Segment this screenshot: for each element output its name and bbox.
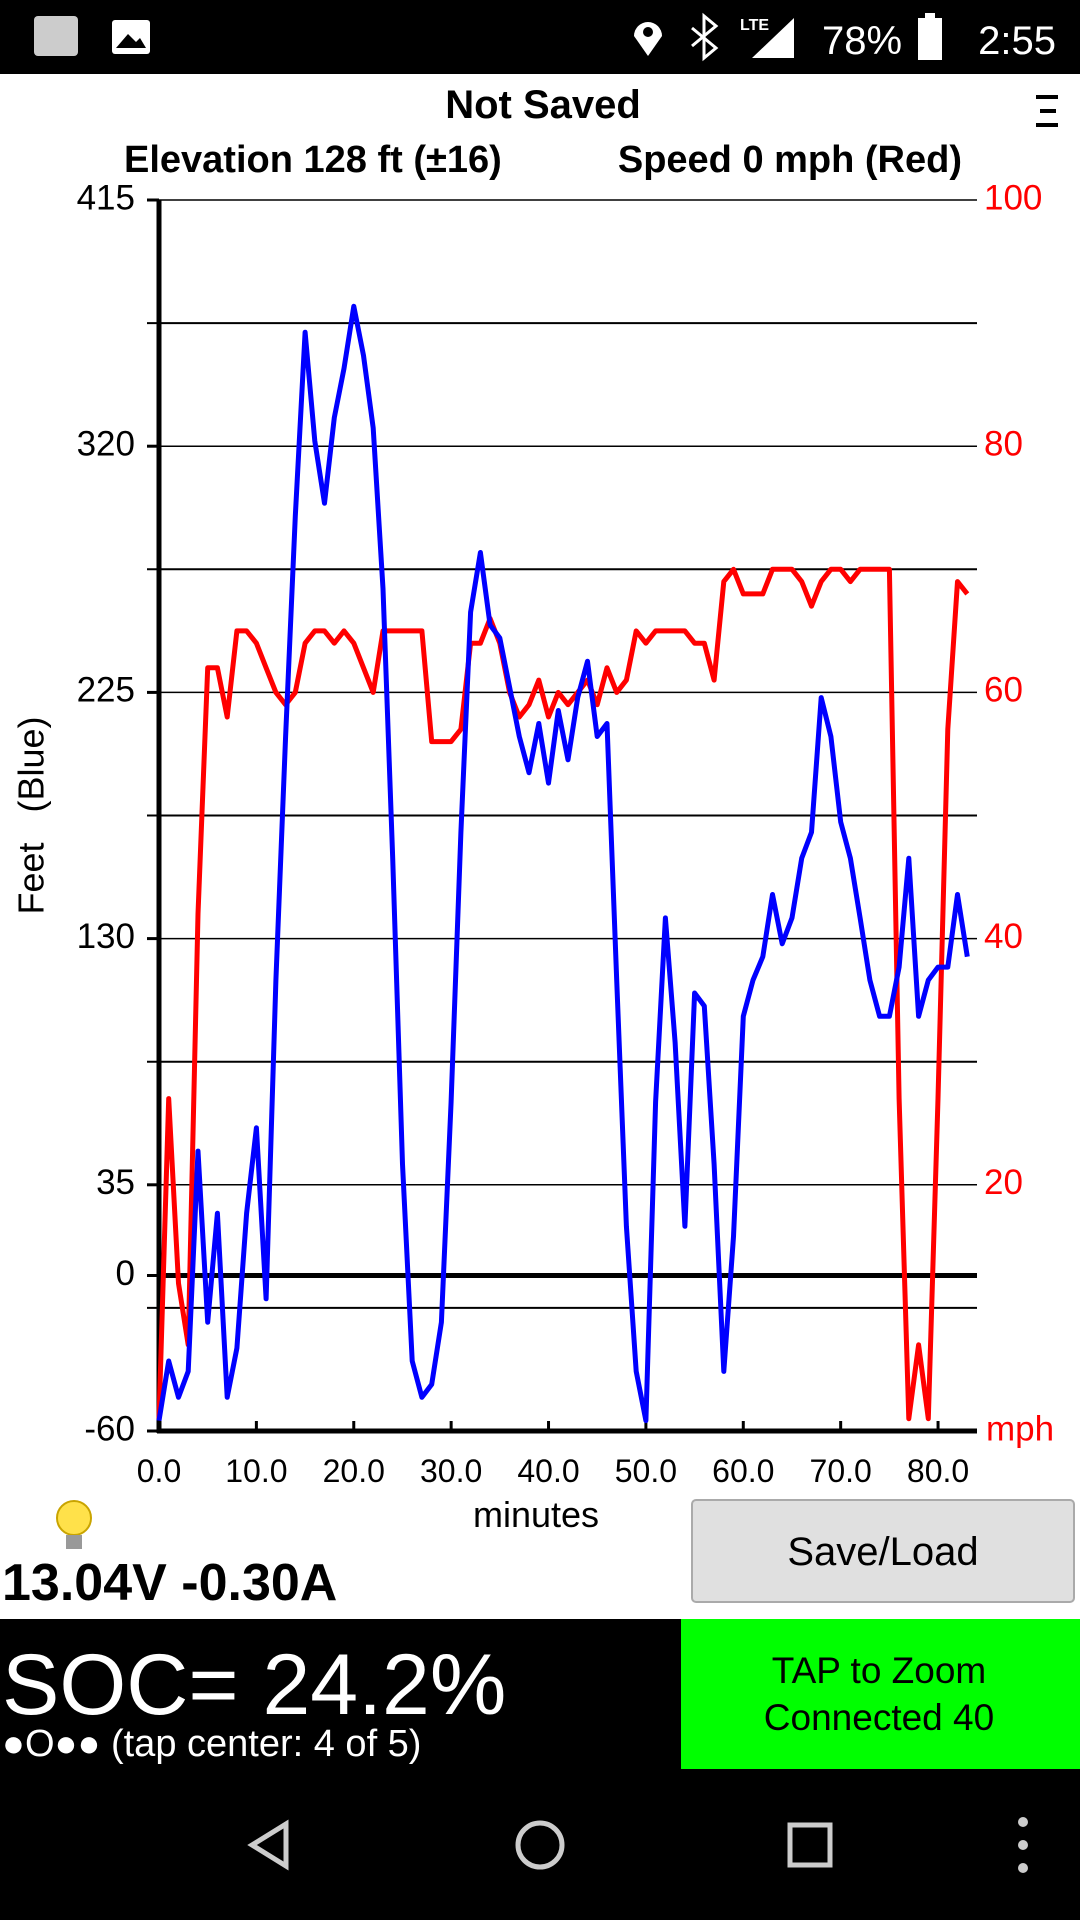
y-axis-label: Feet (Blue) xyxy=(11,716,52,914)
y-tick-label: 225 xyxy=(77,671,135,710)
menu-icon[interactable] xyxy=(1036,95,1058,127)
save-load-label[interactable]: Save/Load xyxy=(787,1530,978,1574)
status-bar xyxy=(0,0,1080,74)
battery-tip xyxy=(925,13,935,19)
x-tick-label: 70.0 xyxy=(810,1453,872,1489)
battery-percent: 78% xyxy=(822,19,902,63)
bulb-icon xyxy=(56,1500,92,1549)
chart[interactable]: 20 40 60 80 100 mph 415 320 225 130 35 0 -60 Feet (Bl… xyxy=(11,178,1055,1535)
dot[interactable] xyxy=(1018,1817,1028,1827)
y2-axis-label: mph xyxy=(986,1409,1054,1448)
app-icon xyxy=(34,16,78,56)
y2-tick-label: 100 xyxy=(984,178,1042,217)
connection-label[interactable]: Connected 40 xyxy=(764,1697,994,1738)
clock: 2:55 xyxy=(978,19,1056,63)
battery-icon xyxy=(918,18,942,60)
x-tick-label: 10.0 xyxy=(225,1453,287,1489)
speed-line xyxy=(156,566,970,1422)
dot[interactable] xyxy=(1018,1840,1028,1850)
save-load-button[interactable] xyxy=(691,1499,1075,1603)
x-tick-label: 60.0 xyxy=(712,1453,774,1489)
x-tick-label: 0.0 xyxy=(137,1453,181,1489)
dot[interactable] xyxy=(1018,1863,1028,1873)
speed-readout: Speed 0 mph (Red) xyxy=(618,139,962,181)
location-icon xyxy=(634,22,662,56)
home-button[interactable] xyxy=(515,1820,565,1870)
y-tick-label: 320 xyxy=(77,424,135,463)
y-tick-label: 130 xyxy=(77,917,135,956)
back-button[interactable] xyxy=(247,1819,289,1871)
recents-button[interactable] xyxy=(787,1822,833,1868)
y2-tick-label: 60 xyxy=(984,671,1023,710)
menu-bar[interactable] xyxy=(1040,109,1056,113)
pager[interactable]: ●O●● (tap center: 4 of 5) xyxy=(2,1723,421,1765)
x-tick-label: 40.0 xyxy=(517,1453,579,1489)
elevation-readout: Elevation 128 ft (±16) xyxy=(124,139,502,181)
x-tick-label: 50.0 xyxy=(615,1453,677,1489)
y2-tick-label: 40 xyxy=(984,917,1023,956)
zoom-button[interactable] xyxy=(681,1619,1080,1769)
y-tick-label: -60 xyxy=(84,1409,135,1448)
signal-icon xyxy=(752,18,794,58)
y-tick-label: 415 xyxy=(77,178,135,217)
bulb-base xyxy=(66,1535,82,1549)
x-tick-label: 80.0 xyxy=(907,1453,969,1489)
x-tick-label: 20.0 xyxy=(323,1453,385,1489)
soc-readout[interactable]: SOC= 24.2% xyxy=(2,1637,506,1733)
y2-tick-label: 20 xyxy=(984,1163,1023,1202)
x-tick-label: 30.0 xyxy=(420,1453,482,1489)
network-type: LTE xyxy=(740,17,769,34)
y-tick-label: 0 xyxy=(116,1254,135,1293)
y2-tick-label: 80 xyxy=(984,424,1023,463)
y-tick-label: 35 xyxy=(96,1163,135,1202)
bluetooth-icon xyxy=(691,12,719,62)
bulb-glass xyxy=(56,1500,92,1536)
menu-bar[interactable] xyxy=(1036,123,1058,127)
menu-bar[interactable] xyxy=(1036,95,1058,99)
elevation-line xyxy=(156,303,970,1424)
location-dot xyxy=(643,27,653,37)
title: Not Saved xyxy=(445,83,641,127)
power-readout: 13.04V -0.30A xyxy=(2,1554,337,1612)
overflow-button[interactable] xyxy=(1018,1817,1028,1873)
x-axis-label: minutes xyxy=(473,1494,599,1535)
gallery-glyph xyxy=(116,34,146,48)
zoom-label[interactable]: TAP to Zoom xyxy=(772,1650,987,1691)
